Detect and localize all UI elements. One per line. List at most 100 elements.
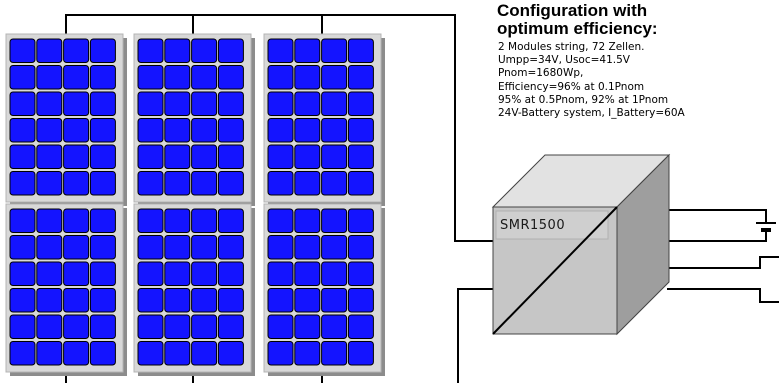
battery-positive-wire bbox=[667, 209, 767, 222]
solar-cell bbox=[217, 171, 244, 196]
solar-cell bbox=[164, 65, 191, 90]
solar-cell bbox=[137, 314, 164, 339]
solar-panel-2 bbox=[133, 33, 255, 206]
solar-cell bbox=[217, 38, 244, 63]
solar-cell bbox=[36, 144, 63, 169]
solar-cell bbox=[347, 288, 374, 313]
solar-cell bbox=[321, 235, 348, 260]
solar-cell bbox=[191, 38, 218, 63]
solar-cell bbox=[63, 341, 90, 366]
solar-cell bbox=[164, 341, 191, 366]
solar-cell bbox=[89, 118, 116, 143]
solar-cell bbox=[191, 144, 218, 169]
solar-cell bbox=[294, 261, 321, 286]
solar-cell bbox=[164, 171, 191, 196]
spec-line-6: 24V-Battery system, I_Battery=60A bbox=[498, 107, 685, 120]
solar-cell bbox=[267, 65, 294, 90]
config-title-line-2: optimum efficiency: bbox=[497, 19, 658, 38]
solar-cell bbox=[89, 65, 116, 90]
load-wire-2 bbox=[667, 288, 779, 303]
solar-cell bbox=[137, 341, 164, 366]
solar-cell bbox=[321, 288, 348, 313]
solar-cell bbox=[294, 171, 321, 196]
solar-cell bbox=[321, 314, 348, 339]
battery-negative-wire bbox=[667, 232, 767, 242]
solar-cell bbox=[9, 261, 36, 286]
solar-cell bbox=[321, 171, 348, 196]
solar-cell bbox=[294, 235, 321, 260]
solar-cell bbox=[267, 91, 294, 116]
solar-cell bbox=[9, 341, 36, 366]
solar-cell bbox=[164, 118, 191, 143]
solar-cell bbox=[164, 261, 191, 286]
solar-cell bbox=[217, 341, 244, 366]
solar-cell bbox=[63, 208, 90, 233]
solar-cell bbox=[89, 171, 116, 196]
solar-cell bbox=[36, 235, 63, 260]
solar-cell bbox=[36, 288, 63, 313]
solar-cell bbox=[9, 38, 36, 63]
solar-cell bbox=[347, 65, 374, 90]
solar-cell bbox=[137, 171, 164, 196]
solar-cell bbox=[347, 144, 374, 169]
solar-cell bbox=[267, 208, 294, 233]
device-label: SMR1500 bbox=[500, 218, 566, 233]
solar-cell bbox=[217, 118, 244, 143]
solar-cell bbox=[217, 144, 244, 169]
solar-cell bbox=[9, 314, 36, 339]
solar-cell bbox=[137, 261, 164, 286]
solar-cell bbox=[294, 65, 321, 90]
solar-cell bbox=[63, 118, 90, 143]
solar-cell bbox=[191, 341, 218, 366]
solar-cell bbox=[164, 91, 191, 116]
solar-cell bbox=[294, 288, 321, 313]
spec-line-2: Umpp=34V, Usoc=41.5V bbox=[498, 54, 630, 67]
spec-line-5: 95% at 0.5Pnom, 92% at 1Pnom bbox=[498, 93, 669, 106]
solar-cell bbox=[191, 65, 218, 90]
solar-cell bbox=[137, 208, 164, 233]
spec-line-3: Pnom=1680Wp, bbox=[498, 67, 584, 80]
solar-cell bbox=[347, 118, 374, 143]
solar-cell bbox=[9, 171, 36, 196]
solar-cell bbox=[9, 144, 36, 169]
solar-cell bbox=[164, 144, 191, 169]
solar-cell bbox=[347, 235, 374, 260]
solar-cell bbox=[267, 341, 294, 366]
solar-panel-5 bbox=[133, 203, 255, 376]
spec-line-4: Efficiency=96% at 0.1Pnom bbox=[498, 80, 645, 93]
bottom-return-wire bbox=[457, 288, 493, 383]
solar-cell bbox=[9, 118, 36, 143]
solar-cell bbox=[191, 208, 218, 233]
solar-cell bbox=[217, 288, 244, 313]
solar-cell bbox=[89, 208, 116, 233]
solar-cell bbox=[164, 208, 191, 233]
solar-cell bbox=[9, 91, 36, 116]
solar-cell bbox=[89, 144, 116, 169]
solar-cell bbox=[267, 118, 294, 143]
solar-cell bbox=[191, 314, 218, 339]
solar-cell bbox=[347, 341, 374, 366]
solar-cell bbox=[9, 208, 36, 233]
solar-cell bbox=[217, 261, 244, 286]
solar-cell bbox=[267, 144, 294, 169]
solar-cell bbox=[321, 341, 348, 366]
config-specs: 2 Modules string, 72 Zellen. Umpp=34V, U… bbox=[498, 41, 685, 120]
solar-cell bbox=[321, 261, 348, 286]
solar-cell bbox=[63, 144, 90, 169]
solar-cell bbox=[321, 118, 348, 143]
solar-cell bbox=[267, 261, 294, 286]
solar-cell bbox=[63, 314, 90, 339]
solar-cell bbox=[36, 91, 63, 116]
solar-cell bbox=[137, 235, 164, 260]
config-title-line-1: Configuration with bbox=[497, 1, 648, 20]
solar-cell bbox=[191, 118, 218, 143]
solar-cell bbox=[89, 341, 116, 366]
solar-cell bbox=[89, 288, 116, 313]
solar-cell bbox=[89, 261, 116, 286]
solar-panel-4 bbox=[5, 203, 127, 376]
solar-cell bbox=[347, 261, 374, 286]
solar-panel-6 bbox=[263, 203, 385, 376]
solar-cell bbox=[294, 314, 321, 339]
solar-cell bbox=[63, 38, 90, 63]
